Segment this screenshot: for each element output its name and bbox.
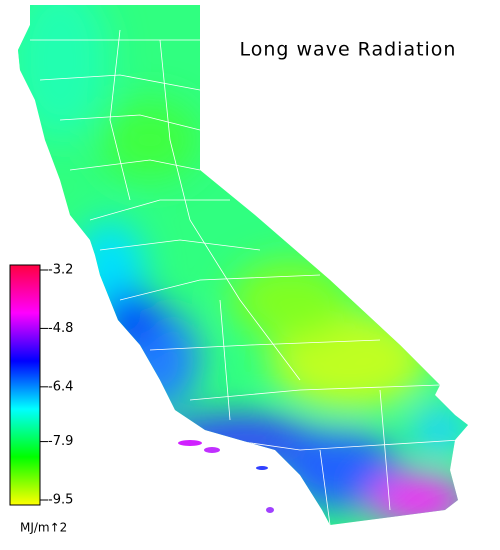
colorbar-tick-label: -9.5 [48,493,73,508]
islands [178,440,274,513]
colorbar [9,264,41,506]
colorbar-ticks: -3.2 -4.8 -6.4 -7.9 -9.5 [40,263,73,508]
colorbar-tick-label: -4.8 [48,321,73,336]
colorbar-unit: MJ/m↑2 [20,521,67,535]
county-lines [30,29,461,525]
colorbar-tick-label: -6.4 [48,379,73,394]
colorbar-tick-label: -3.2 [48,263,73,278]
colorbar-tick-label: -7.9 [48,434,73,449]
map-title: Long wave Radiation [240,39,457,61]
